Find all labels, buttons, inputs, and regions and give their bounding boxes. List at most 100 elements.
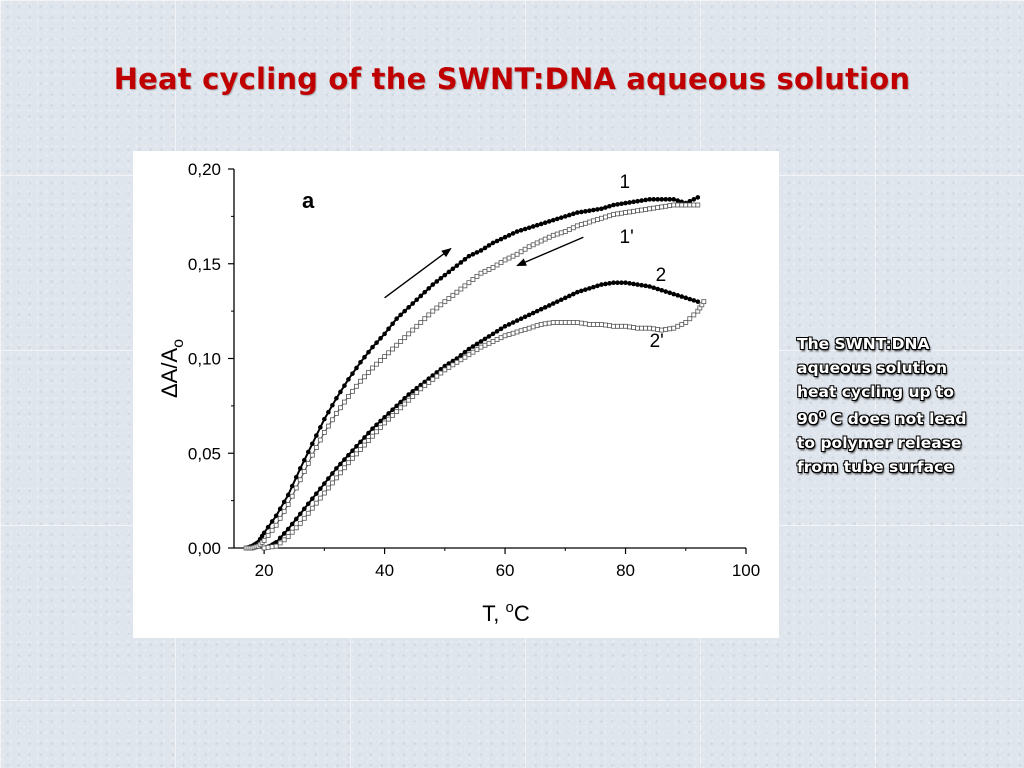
data-point: [627, 200, 632, 205]
data-point: [599, 321, 604, 327]
data-point: [338, 461, 343, 467]
data-point: [502, 323, 508, 329]
data-point: [330, 471, 335, 476]
data-point: [558, 297, 564, 303]
data-point: [490, 339, 496, 344]
data-point: [631, 325, 636, 330]
data-point: [273, 522, 279, 528]
data-point: [550, 217, 556, 223]
data-point: [402, 335, 408, 341]
data-point: [679, 294, 685, 299]
data-point: [695, 195, 701, 200]
data-point: [426, 376, 432, 382]
data-point: [462, 257, 468, 262]
direction-arrow: [384, 247, 452, 299]
data-point: [434, 373, 440, 379]
data-point: [293, 485, 299, 491]
data-point: [611, 202, 616, 208]
data-point: [362, 435, 367, 440]
data-point: [261, 538, 267, 543]
data-point: [450, 292, 456, 298]
data-point: [474, 250, 480, 255]
y-tick-label: 0,20: [188, 160, 221, 179]
data-point: [526, 225, 532, 231]
data-point: [422, 379, 428, 385]
data-point: [285, 534, 291, 540]
data-point: [321, 430, 327, 435]
data-point: [510, 253, 516, 259]
data-point: [478, 270, 484, 276]
slide-title: Heat cycling of the SWNT:DNA aqueous sol…: [113, 62, 911, 96]
data-point: [655, 197, 660, 202]
data-point: [450, 358, 456, 364]
data-point: [378, 418, 383, 424]
data-point: [297, 477, 303, 483]
data-point: [675, 202, 681, 208]
data-point: [522, 226, 528, 232]
data-point: [687, 296, 693, 302]
data-point: [338, 405, 343, 411]
data-point: [442, 272, 448, 278]
data-point: [647, 197, 652, 202]
data-point: [462, 354, 468, 360]
data-point: [354, 365, 359, 371]
data-point: [410, 301, 415, 306]
data-point: [570, 225, 576, 231]
data-point: [406, 397, 412, 403]
data-point: [273, 513, 279, 519]
data-point: [482, 245, 488, 251]
direction-arrow: [516, 236, 584, 267]
data-point: [619, 323, 624, 329]
data-point: [358, 378, 363, 384]
data-point: [578, 320, 584, 326]
data-point: [309, 452, 315, 458]
figure-panel: 20 40 60 80 100 0,00 0,05 0,10 0,15 0,20 T, oC ΔA/A…: [133, 151, 779, 638]
data-point: [374, 422, 379, 428]
data-point: [482, 268, 488, 274]
data-point: [281, 537, 287, 543]
data-point: [346, 377, 351, 382]
data-point: [591, 218, 596, 224]
data-point: [566, 227, 572, 233]
x-axis-label: T, oC: [482, 599, 530, 626]
data-point: [269, 544, 275, 550]
data-point: [313, 500, 319, 506]
data-point: [558, 320, 564, 325]
data-point: [285, 526, 291, 532]
data-point: [631, 208, 636, 214]
y-tick-label: 0,00: [188, 539, 221, 558]
data-point: [354, 451, 359, 457]
data-point: [394, 316, 399, 322]
data-point: [546, 320, 552, 326]
data-point: [346, 393, 351, 399]
data-point: [402, 395, 407, 401]
data-point: [462, 349, 468, 355]
data-point: [691, 298, 697, 303]
caption-line: to polymer release: [797, 434, 962, 453]
data-point: [370, 433, 375, 439]
y-tick-label: 0,10: [188, 350, 221, 369]
data-point: [346, 452, 351, 458]
data-point: [350, 455, 355, 461]
data-point: [454, 359, 460, 365]
data-point: [330, 402, 335, 408]
curve-label: 2: [656, 265, 667, 286]
data-point: [534, 323, 540, 329]
data-point: [474, 347, 480, 353]
data-point: [354, 383, 359, 389]
data-point: [494, 238, 500, 244]
data-point: [579, 209, 584, 215]
data-point: [607, 203, 612, 209]
data-point: [571, 211, 576, 217]
data-point: [582, 321, 588, 327]
data-point: [595, 207, 600, 212]
data-point: [390, 412, 396, 418]
data-point: [273, 540, 279, 545]
data-point: [285, 492, 291, 498]
data-point: [470, 251, 476, 257]
data-point: [506, 332, 512, 337]
data-point: [619, 201, 624, 207]
data-point: [538, 238, 544, 244]
data-point: [318, 486, 323, 491]
data-point: [550, 301, 556, 306]
